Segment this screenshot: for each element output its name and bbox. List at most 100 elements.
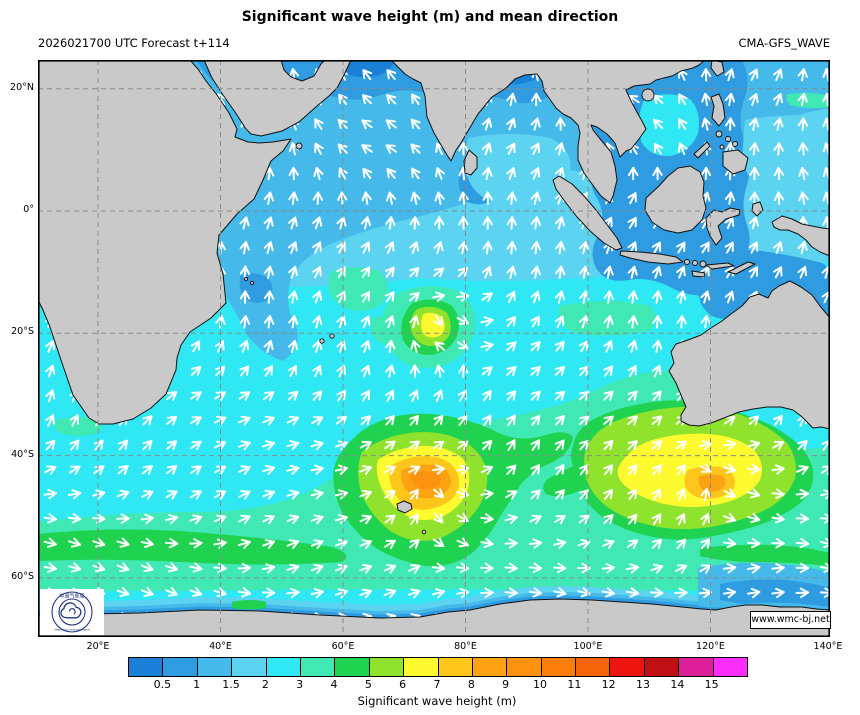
wave-direction-arrow-icon <box>723 488 736 498</box>
colorbar-segment <box>266 658 301 676</box>
wave-direction-arrow-icon <box>480 316 494 327</box>
wave-direction-arrow-icon <box>383 465 396 475</box>
wave-direction-arrow-icon <box>603 265 614 279</box>
wave-direction-arrow-icon <box>700 241 710 254</box>
wave-direction-arrow-icon <box>603 415 614 426</box>
wave-direction-arrow-icon <box>140 586 154 597</box>
wave-direction-arrow-icon <box>554 415 565 426</box>
wave-direction-arrow-icon <box>286 415 300 426</box>
colorbar-segment <box>335 658 370 676</box>
wave-direction-arrow-icon <box>386 94 397 105</box>
wave-direction-arrow-icon <box>677 142 688 156</box>
wave-direction-arrow-icon <box>409 513 419 525</box>
x-axis-tick-label: 40°E <box>209 641 232 652</box>
wave-direction-arrow-icon <box>407 588 421 599</box>
wave-direction-arrow-icon <box>678 118 688 130</box>
colorbar-tick-label: 3 <box>296 678 304 691</box>
wave-direction-arrow-icon <box>433 414 444 426</box>
wave-direction-arrow-icon <box>676 315 687 329</box>
wave-direction-arrow-icon <box>68 562 82 573</box>
wave-direction-arrow-icon <box>385 144 398 154</box>
wave-direction-arrow-icon <box>482 117 493 131</box>
wave-direction-arrow-icon <box>386 69 397 80</box>
wave-direction-arrow-icon <box>140 562 154 573</box>
wave-direction-arrow-icon <box>43 562 57 573</box>
wave-direction-arrow-icon <box>627 216 637 229</box>
wave-direction-arrow-icon <box>164 537 179 549</box>
wave-direction-arrow-icon <box>313 166 324 181</box>
wave-direction-arrow-icon <box>239 240 250 255</box>
wave-direction-arrow-icon <box>411 93 421 106</box>
wave-direction-arrow-icon <box>310 588 324 599</box>
wave-direction-arrow-icon <box>699 564 712 574</box>
graticule-layer <box>38 60 830 637</box>
wave-direction-arrow-icon <box>431 562 446 573</box>
cma-emblem-icon: 中国气象局 CHINA METEOROLOGICAL ADMINISTRATIO… <box>40 589 104 635</box>
wave-direction-arrow-icon <box>116 489 130 500</box>
wave-direction-arrow-icon <box>262 415 275 426</box>
wave-direction-arrow-icon <box>43 537 57 548</box>
wave-direction-arrow-icon <box>312 315 323 329</box>
wave-direction-arrow-icon <box>652 290 663 304</box>
wave-direction-arrow-icon <box>408 564 421 574</box>
wave-direction-arrow-icon <box>795 537 810 549</box>
wave-direction-arrow-icon <box>555 117 566 131</box>
wave-direction-arrow-icon <box>722 563 737 574</box>
wave-direction-arrow-icon <box>796 465 809 475</box>
wave-direction-arrow-icon <box>334 588 348 599</box>
wave-direction-arrow-icon <box>190 365 202 376</box>
wave-direction-arrow-icon <box>554 439 565 451</box>
wave-direction-arrow-icon <box>92 537 106 548</box>
wave-direction-arrow-icon <box>410 118 421 130</box>
wave-direction-arrow-icon <box>286 587 300 599</box>
colorbar-segment <box>679 658 714 676</box>
wave-direction-arrow-icon <box>117 465 129 475</box>
wave-direction-arrow-icon <box>361 191 372 205</box>
wave-direction-arrow-icon <box>747 587 761 599</box>
wave-direction-arrow-icon <box>263 265 275 279</box>
wave-direction-arrow-icon <box>67 489 82 500</box>
wave-direction-arrow-icon <box>456 512 469 523</box>
wave-direction-arrow-icon <box>45 414 55 427</box>
wave-direction-arrow-icon <box>603 340 613 353</box>
wave-direction-arrow-icon <box>626 539 639 550</box>
wave-direction-arrow-icon <box>650 563 664 574</box>
wave-direction-arrow-icon <box>722 537 737 549</box>
wave-direction-arrow-icon <box>627 192 637 205</box>
wave-direction-arrow-icon <box>724 191 736 205</box>
wave-direction-arrow-icon <box>797 241 808 255</box>
wave-direction-arrow-icon <box>189 562 203 573</box>
colorbar-segment <box>576 658 611 676</box>
wave-direction-arrow-icon <box>530 216 542 230</box>
cma-logo: 中国气象局 CHINA METEOROLOGICAL ADMINISTRATIO… <box>40 589 104 635</box>
wave-direction-arrow-icon <box>553 587 567 598</box>
wave-direction-arrow-icon <box>314 118 324 130</box>
wave-direction-arrow-icon <box>336 315 347 329</box>
wave-direction-arrow-icon <box>190 391 202 401</box>
wave-direction-arrow-icon <box>554 464 565 476</box>
wave-direction-arrow-icon <box>435 167 445 180</box>
wave-direction-arrow-icon <box>310 464 324 475</box>
wave-direction-arrow-icon <box>506 142 516 155</box>
wave-direction-arrow-icon <box>651 265 662 279</box>
wave-direction-arrow-icon <box>434 216 445 230</box>
wave-direction-arrow-icon <box>362 69 373 81</box>
wave-direction-arrow-icon <box>795 587 810 598</box>
wave-direction-arrow-icon <box>748 266 759 279</box>
x-axis-tick-label: 100°E <box>573 641 603 652</box>
wave-direction-arrow-icon <box>189 586 203 597</box>
wave-direction-arrow-icon <box>530 464 541 476</box>
wave-direction-arrow-icon <box>555 265 566 280</box>
wave-direction-arrow-icon <box>408 440 421 451</box>
wave-direction-arrow-icon <box>528 538 543 549</box>
wave-direction-arrow-icon <box>434 364 445 378</box>
wave-direction-arrow-icon <box>288 191 299 205</box>
y-axis-tick-label: 60°S <box>11 570 34 582</box>
wave-direction-arrow-icon <box>263 391 275 401</box>
wave-direction-arrow-icon <box>262 464 276 475</box>
wave-direction-arrow-icon <box>724 290 735 304</box>
wave-direction-arrow-icon <box>456 339 469 350</box>
wave-direction-arrow-icon <box>165 586 178 597</box>
wave-direction-arrow-icon <box>797 117 809 131</box>
